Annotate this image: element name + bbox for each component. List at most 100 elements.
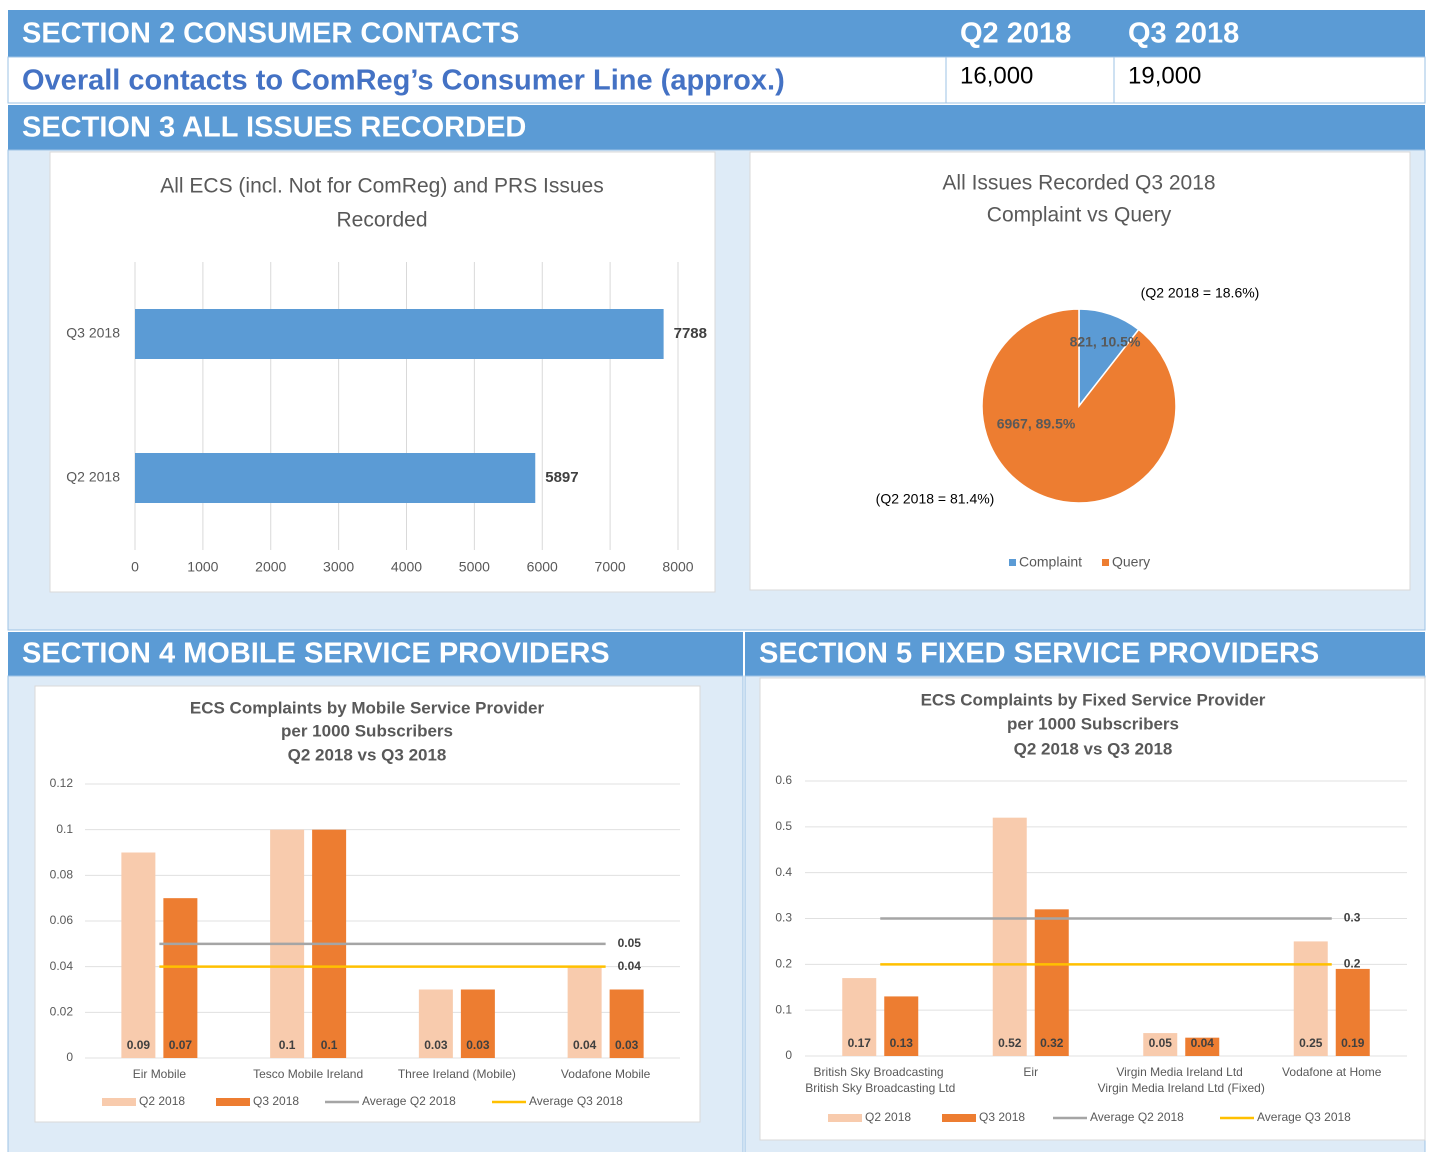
bar (163, 898, 198, 1058)
chart-title: per 1000 Subscribers (1007, 714, 1179, 733)
bar (460, 989, 495, 1058)
y-tick-label: 0.02 (50, 1005, 74, 1019)
x-tick-label: 3000 (323, 559, 354, 575)
legend-label: Query (1112, 554, 1150, 570)
data-label: 0.19 (1341, 1036, 1365, 1050)
x-tick-label: 5000 (459, 559, 490, 575)
data-label: 0.04 (573, 1038, 597, 1052)
chart-title: Q2 2018 vs Q3 2018 (288, 745, 447, 764)
bar (135, 453, 536, 503)
legend-label: Complaint (1019, 554, 1082, 570)
legend-label: Average Q2 2018 (362, 1094, 456, 1108)
data-label: 7788 (674, 325, 707, 342)
data-label: 0.03 (466, 1038, 490, 1052)
y-tick-label: 0.2 (775, 957, 792, 971)
bar (992, 817, 1027, 1056)
data-label: 0.2 (1344, 957, 1361, 971)
data-label: 0.32 (1040, 1036, 1064, 1050)
x-tick-label: British Sky Broadcasting British Sky Bro… (805, 1065, 955, 1095)
legend-label: Q2 2018 (865, 1110, 911, 1124)
chart-title: All Issues Recorded Q3 2018 (942, 172, 1215, 195)
legend-swatch (1009, 559, 1016, 566)
bar (1185, 1037, 1220, 1056)
y-tick-label: Q3 2018 (66, 325, 120, 341)
data-label: 6967, 89.5% (997, 416, 1076, 432)
legend-swatch (1102, 559, 1109, 566)
section-title: SECTION 3 ALL ISSUES RECORDED (22, 112, 526, 144)
annotation: (Q2 2018 = 81.4%) (876, 491, 995, 507)
chart-title: All ECS (incl. Not for ComReg) and PRS I… (160, 175, 603, 198)
data-label: 0.09 (127, 1038, 151, 1052)
chart-box (49, 151, 716, 593)
data-label: 0.07 (169, 1038, 193, 1052)
x-tick-label: Eir (1023, 1065, 1038, 1079)
x-tick-label: Tesco Mobile Ireland (253, 1067, 363, 1081)
legend-swatch (828, 1114, 862, 1122)
bar (609, 989, 644, 1058)
data-label: 0.04 (618, 959, 642, 973)
bar (842, 978, 877, 1056)
bar (884, 996, 919, 1056)
x-tick-label: Virgin Media Ireland Ltd Virgin Media Ir… (1098, 1065, 1265, 1095)
y-tick-label: 0.5 (775, 819, 792, 833)
row-label: Overall contacts to ComReg’s Consumer Li… (22, 65, 785, 97)
legend-label: Average Q2 2018 (1090, 1110, 1184, 1124)
y-tick-label: 0.08 (50, 868, 74, 882)
y-tick-label: 0.1 (56, 822, 73, 836)
y-tick-label: 0.6 (775, 773, 792, 787)
bar (1335, 968, 1370, 1056)
data-label: 5897 (545, 469, 578, 486)
cell-value: 16,000 (960, 62, 1033, 89)
data-label: 0.1 (321, 1038, 338, 1052)
y-tick-label: 0.04 (50, 959, 74, 973)
data-label: 0.05 (618, 936, 642, 950)
chart-title: Recorded (336, 209, 427, 232)
data-label: 0.25 (1299, 1036, 1323, 1050)
bar (121, 852, 156, 1058)
section-header (8, 10, 1425, 57)
x-tick-label: 7000 (595, 559, 626, 575)
chart-box (759, 677, 1426, 1141)
data-label: 0.04 (1191, 1036, 1215, 1050)
data-label: 0.05 (1149, 1036, 1173, 1050)
annotation: (Q2 2018 = 18.6%) (1141, 285, 1260, 301)
legend-swatch (942, 1114, 976, 1122)
chart-title: ECS Complaints by Mobile Service Provide… (190, 698, 545, 717)
data-label: 0.17 (848, 1036, 872, 1050)
x-tick-label: 8000 (662, 559, 693, 575)
bar (567, 966, 602, 1058)
bar (418, 989, 453, 1058)
legend-label: Average Q3 2018 (529, 1094, 623, 1108)
y-tick-label: Q2 2018 (66, 469, 120, 485)
y-tick-label: 0.06 (50, 913, 74, 927)
y-tick-label: 0.12 (50, 776, 74, 790)
data-label: 0.13 (890, 1036, 914, 1050)
section-title: SECTION 2 CONSUMER CONTACTS (22, 18, 519, 50)
data-label: 0.03 (424, 1038, 448, 1052)
x-tick-label: Eir Mobile (133, 1067, 187, 1081)
table-row (7, 56, 1426, 104)
chart-title: Q2 2018 vs Q3 2018 (1014, 739, 1173, 758)
chart-title: ECS Complaints by Fixed Service Provider (921, 690, 1266, 709)
pie-slice (981, 308, 1177, 504)
legend-swatch (216, 1098, 250, 1106)
x-tick-label: Three Ireland (Mobile) (398, 1067, 516, 1081)
data-label: 0.3 (1344, 911, 1361, 925)
section-title: SECTION 5 FIXED SERVICE PROVIDERS (759, 638, 1319, 670)
x-tick-label: Vodafone at Home (1282, 1065, 1382, 1079)
y-tick-label: 0 (66, 1050, 73, 1064)
x-tick-label: 4000 (391, 559, 422, 575)
bar (1293, 941, 1328, 1056)
legend-label: Average Q3 2018 (1257, 1110, 1351, 1124)
section-header (745, 632, 1425, 676)
y-tick-label: 0.4 (775, 865, 792, 879)
data-label: 0.03 (615, 1038, 639, 1052)
y-tick-label: 0 (785, 1048, 792, 1062)
chart-title: per 1000 Subscribers (281, 721, 453, 740)
section-title: SECTION 4 MOBILE SERVICE PROVIDERS (22, 638, 610, 670)
column-header: Q2 2018 (960, 18, 1071, 50)
x-tick-label: 1000 (187, 559, 218, 575)
legend-swatch (102, 1098, 136, 1106)
y-tick-label: 0.1 (775, 1002, 792, 1016)
x-tick-label: 0 (131, 559, 139, 575)
